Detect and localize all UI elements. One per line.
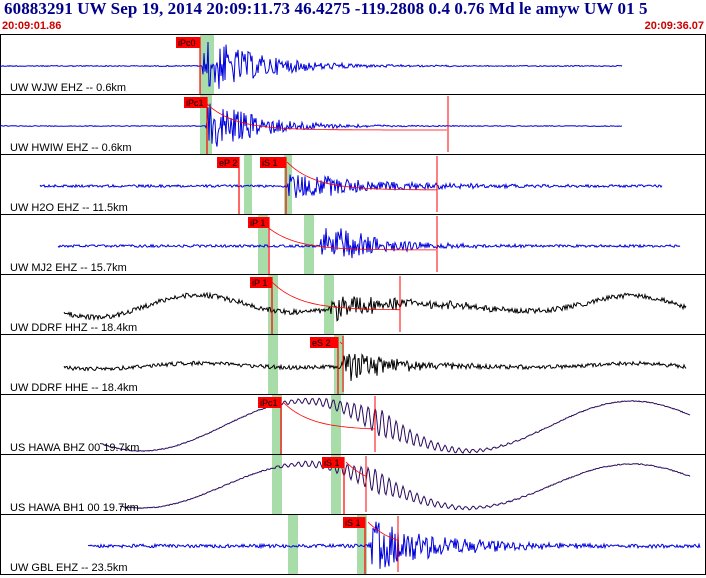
- pick-window: [324, 274, 334, 334]
- pick-label: iS 1: [345, 518, 361, 528]
- pick-window: [304, 214, 314, 274]
- waveform-trace: [63, 353, 687, 381]
- pick-label: eP 2: [219, 158, 237, 168]
- waveform-trace: [120, 460, 691, 511]
- pick-flag[interactable]: [217, 157, 239, 168]
- waveform-trace: [57, 228, 681, 259]
- pick-flag[interactable]: [310, 337, 338, 348]
- coda-curve: [282, 401, 376, 430]
- station-label: US HAWA BH1 00 19.7km: [10, 502, 139, 514]
- station-label: UW WJW EHZ -- 0.6km: [10, 82, 126, 94]
- pick-flag[interactable]: [260, 157, 286, 168]
- coda-curve: [271, 281, 400, 311]
- pick-window: [272, 454, 282, 514]
- station-label: UW MJ2 EHZ -- 15.7km: [10, 262, 127, 274]
- waveform-trace: [39, 174, 663, 198]
- pick-label: iP 1: [252, 278, 267, 288]
- event-title: 60883291 UW Sep 19, 2014 20:09:11.73 46.…: [4, 0, 648, 18]
- pick-label: iS 1: [324, 458, 340, 468]
- waveform-trace: [0, 103, 623, 147]
- pick-window: [258, 214, 268, 274]
- station-label: UW DDRF HHE -- 18.4km: [10, 382, 138, 394]
- pick-label: iPc1: [260, 398, 278, 408]
- pick-window: [268, 274, 278, 334]
- coda-curve: [339, 341, 343, 345]
- seismogram-panel[interactable]: iPc0 UW WJW EHZ -- 0.6km iPc1 UW HWIW EHZ -…: [0, 34, 706, 578]
- station-label: US HAWA BHZ 00 19.7km: [10, 442, 139, 454]
- coda-curve: [367, 521, 399, 541]
- station-label: UW DDRF HHZ -- 18.4km: [10, 322, 137, 334]
- pick-label: iS 1: [262, 158, 278, 168]
- pick-window: [272, 394, 282, 454]
- pick-window: [288, 514, 298, 574]
- pick-window: [244, 154, 252, 214]
- pick-flag[interactable]: [184, 97, 207, 108]
- waveform-trace: [63, 291, 687, 322]
- pick-label: eS 2: [312, 338, 331, 348]
- header: 60883291 UW Sep 19, 2014 20:09:11.73 46.…: [0, 0, 706, 34]
- station-label: UW GBL EHZ -- 23.5km: [10, 562, 128, 574]
- end-time: 20:09:36.07: [644, 20, 704, 32]
- pick-flag[interactable]: [343, 517, 365, 528]
- pick-label: iPc1: [186, 98, 204, 108]
- pick-flag[interactable]: [322, 457, 344, 468]
- pick-label: iP 1: [250, 218, 265, 228]
- station-label: UW HWIW EHZ -- 0.6km: [10, 142, 132, 154]
- pick-window: [357, 514, 367, 574]
- station-label: UW H2O EHZ -- 11.5km: [10, 202, 128, 214]
- pick-flag[interactable]: [258, 397, 281, 408]
- coda-curve: [261, 221, 436, 251]
- pick-window: [268, 334, 278, 394]
- coda-curve: [345, 461, 367, 477]
- waveform-trace: [0, 41, 623, 89]
- pick-flag[interactable]: [250, 277, 272, 288]
- pick-window: [331, 394, 341, 454]
- waveform-trace: [99, 397, 691, 454]
- waveform-trace: [87, 521, 701, 569]
- pick-flag[interactable]: [176, 37, 200, 48]
- pick-label: iPc0: [178, 38, 196, 48]
- pick-window: [331, 454, 341, 514]
- start-time: 20:09:01.86: [2, 20, 62, 32]
- pick-flag[interactable]: [248, 217, 269, 228]
- coda-curve: [286, 161, 437, 191]
- pick-window: [334, 334, 344, 394]
- coda-curve: [204, 101, 447, 131]
